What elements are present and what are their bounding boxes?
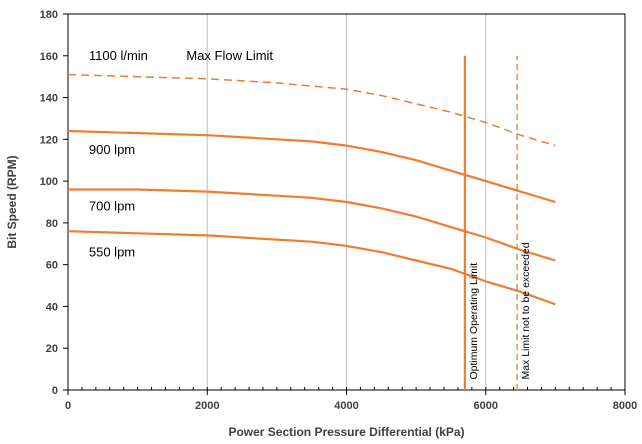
y-tick-label: 40 [46,301,58,313]
curve-annotations: 1100 l/min Max Flow Limit 900 lpm 700 lpm 55… [89,48,274,259]
y-tick-label: 100 [40,176,58,188]
y-axis-title: Bit Speed (RPM) [5,155,19,248]
y-tick-label: 0 [52,385,58,397]
limit-lines: Optimum Operating Limit Max Limit not to … [463,55,532,390]
y-tick-label: 160 [40,51,58,63]
optimum-operating-limit-label: Optimum Operating Limit [468,263,480,380]
annotation-900-lpm: 900 lpm [89,142,135,157]
y-tick-label: 140 [40,93,58,105]
x-tick-label: 4000 [334,400,358,412]
x-tick-label: 2000 [195,400,219,412]
y-tick-label: 180 [40,9,58,21]
x-tick-label: 0 [65,400,71,412]
x-axis-ticks: 0 2000 4000 6000 8000 [65,387,637,412]
series-line-550-lpm [67,230,556,306]
annotation-700-lpm: 700 lpm [89,198,135,213]
y-tick-label: 120 [40,134,58,146]
series-line-1100-l-min [67,73,556,147]
x-tick-label: 6000 [474,400,498,412]
series-lines [67,73,556,306]
annotation-550-lpm: 550 lpm [89,244,135,259]
y-tick-label: 20 [46,343,58,355]
series-line-700-lpm [68,188,556,262]
y-tick-label: 80 [46,218,58,230]
x-tick-label: 8000 [613,400,637,412]
x-axis-title: Power Section Pressure Differential (kPa… [228,425,464,439]
y-axis-ticks: 0 20 40 60 80 100 120 140 160 180 [40,9,68,397]
series-line-900-lpm [67,129,556,204]
annotation-max-flow-limit: Max Flow Limit [186,48,273,63]
annotation-1100-l-min: 1100 l/min [89,48,148,63]
max-limit-label: Max Limit not to be exceeded [520,242,532,379]
y-tick-label: 60 [46,260,58,272]
